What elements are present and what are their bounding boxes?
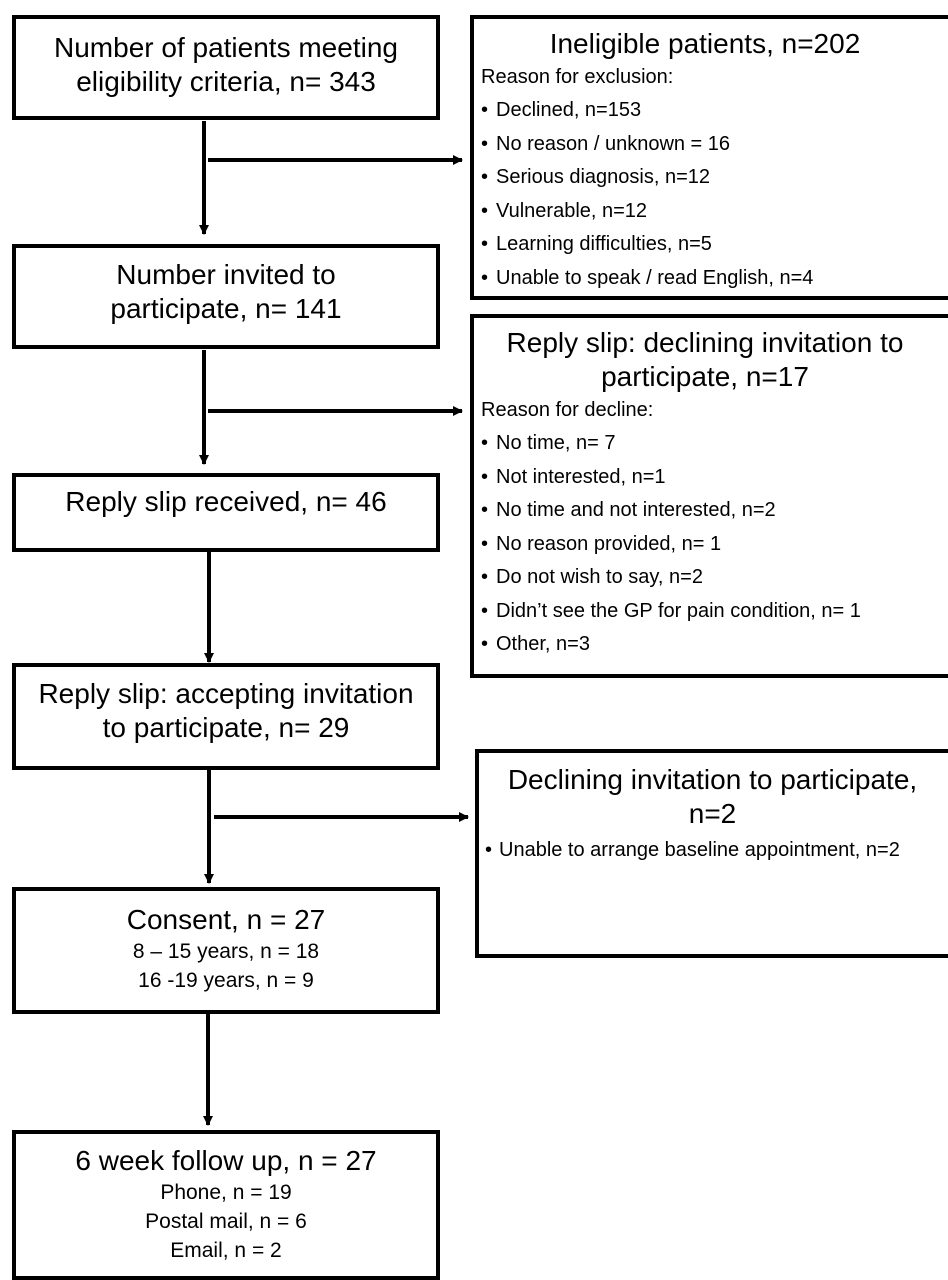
eligible-box: Number of patients meeting eligibility c…	[12, 15, 440, 120]
consent-age-8-15: 8 – 15 years, n = 18	[132, 940, 320, 963]
list-item: • Didn’t see the GP for pain condition, n…	[481, 595, 948, 629]
bullet-icon: •	[481, 532, 489, 555]
list-item: • No time and not interested, n=2	[481, 494, 948, 528]
ineligible-reason-header: Reason for exclusion:	[481, 66, 674, 88]
invited-title: Number invited to participate, n= 141	[110, 259, 342, 324]
consent-age-16-19: 16 -19 years, n = 9	[138, 969, 314, 992]
followup-email: Email, n = 2	[170, 1239, 282, 1262]
declining-invitation-title: Declining invitation to participate, n=2	[507, 764, 918, 829]
accepting-title: Reply slip: accepting invitation to part…	[38, 678, 414, 743]
list-item: • Serious diagnosis, n=12	[481, 161, 948, 195]
list-item: • No time, n= 7	[481, 427, 948, 461]
declining-slip-box: Reply slip: declining invitation to part…	[470, 314, 948, 678]
followup-postal: Postal mail, n = 6	[145, 1210, 307, 1233]
list-item: • No reason / unknown = 16	[481, 128, 948, 162]
ineligible-reason-list: • Declined, n=153 • No reason / unknown = …	[474, 94, 948, 295]
bullet-icon: •	[481, 199, 489, 222]
bullet-icon: •	[481, 166, 489, 188]
list-item: • Learning difficulties, n=5	[481, 228, 948, 262]
list-item: • Do not wish to say, n=2	[481, 561, 948, 595]
accepting-box: Reply slip: accepting invitation to part…	[12, 663, 440, 770]
bullet-icon: •	[481, 233, 489, 255]
bullet-icon: •	[481, 499, 489, 521]
bullet-icon: •	[485, 839, 493, 861]
ineligible-title: Ineligible patients, n=202	[549, 28, 861, 59]
reply-received-box: Reply slip received, n= 46	[12, 473, 440, 552]
bullet-icon: •	[481, 465, 489, 488]
bullet-icon: •	[481, 599, 489, 622]
bullet-icon: •	[481, 99, 489, 121]
list-item: • Declined, n=153	[481, 94, 948, 128]
eligible-title: Number of patients meeting eligibility c…	[54, 32, 398, 97]
declining-invitation-item: • Unable to arrange baseline appointment…	[479, 831, 948, 865]
list-item: • Other, n=3	[481, 628, 948, 662]
declining-invitation-box: Declining invitation to participate, n=2…	[475, 749, 948, 958]
declining-slip-title: Reply slip: declining invitation to part…	[506, 327, 904, 392]
bullet-icon: •	[481, 266, 489, 289]
followup-box: 6 week follow up, n = 27 Phone, n = 19 P…	[12, 1130, 440, 1280]
followup-title: 6 week follow up, n = 27	[75, 1145, 377, 1176]
ineligible-box: Ineligible patients, n=202 Reason for ex…	[470, 15, 948, 300]
invited-box: Number invited to participate, n= 141	[12, 244, 440, 349]
consent-box: Consent, n = 27 8 – 15 years, n = 18 16 …	[12, 887, 440, 1014]
declining-slip-reason-list: • No time, n= 7 • Not interested, n=1 • No …	[474, 427, 948, 662]
list-item: • Unable to speak / read English, n=4	[481, 262, 948, 296]
bullet-icon: •	[481, 432, 489, 454]
bullet-icon: •	[481, 633, 489, 655]
list-item: • No reason provided, n= 1	[481, 528, 948, 562]
bullet-icon: •	[481, 566, 489, 588]
followup-phone: Phone, n = 19	[160, 1181, 292, 1204]
declining-slip-reason-header: Reason for decline:	[481, 399, 654, 421]
bullet-icon: •	[481, 132, 489, 155]
list-item: • Not interested, n=1	[481, 461, 948, 495]
list-item: • Vulnerable, n=12	[481, 195, 948, 229]
reply-received-title: Reply slip received, n= 46	[65, 486, 387, 517]
consent-title: Consent, n = 27	[126, 904, 326, 935]
